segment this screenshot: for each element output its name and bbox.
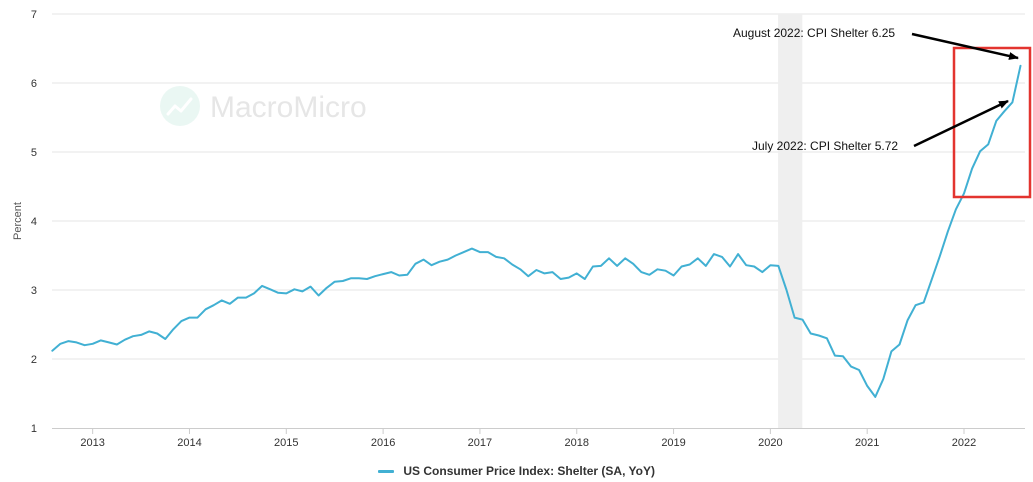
axes <box>52 428 1025 434</box>
y-tick-label-6: 6 <box>31 78 37 90</box>
annotation-july-arrow <box>913 99 1009 148</box>
series-layer <box>51 64 1022 398</box>
recession-band-layer <box>778 14 803 428</box>
y-tick-label-3: 3 <box>31 285 37 297</box>
x-tick-label-2014: 2014 <box>177 437 201 449</box>
x-tick-label-2020: 2020 <box>758 437 782 449</box>
watermark-text: MacroMicro <box>210 91 367 124</box>
x-tick-label-2019: 2019 <box>661 437 685 449</box>
macromicro-logo-icon <box>160 86 200 126</box>
x-axis-tick-labels: 2013 2014 2015 2016 2017 2018 2019 2020 2021 2022 <box>80 437 976 449</box>
y-tick-label-7: 7 <box>31 9 37 21</box>
series-line-0 <box>51 64 1022 398</box>
x-tick-label-2018: 2018 <box>565 437 589 449</box>
legend-label: US Consumer Price Index: Shelter (SA, Yo… <box>403 464 655 478</box>
recession-band <box>778 14 803 428</box>
annotation-august-arrow <box>911 32 1019 60</box>
x-tick-label-2017: 2017 <box>468 437 492 449</box>
x-tick-label-2016: 2016 <box>371 437 395 449</box>
y-tick-label-5: 5 <box>31 147 37 159</box>
highlight-box <box>952 46 1032 199</box>
y-tick-label-2: 2 <box>31 354 37 366</box>
gridlines <box>52 13 1025 360</box>
annotation-layer: August 2022: CPI Shelter 6.25 July 2022:… <box>733 26 1032 199</box>
legend-line-icon <box>378 470 395 474</box>
y-axis-tick-labels: 1 2 3 4 5 6 7 <box>31 9 37 435</box>
watermark: MacroMicro <box>160 86 367 126</box>
legend[interactable]: US Consumer Price Index: Shelter (SA, Yo… <box>0 464 1033 478</box>
x-tick-label-2015: 2015 <box>274 437 298 449</box>
x-tick-label-2013: 2013 <box>80 437 104 449</box>
x-tick-label-2021: 2021 <box>855 437 879 449</box>
y-tick-label-1: 1 <box>31 423 37 435</box>
y-tick-label-4: 4 <box>31 216 37 228</box>
annotation-august-text: August 2022: CPI Shelter 6.25 <box>733 26 895 40</box>
annotation-july-text: July 2022: CPI Shelter 5.72 <box>752 139 898 153</box>
x-tick-label-2022: 2022 <box>952 437 976 449</box>
y-axis-title: Percent <box>12 202 24 240</box>
